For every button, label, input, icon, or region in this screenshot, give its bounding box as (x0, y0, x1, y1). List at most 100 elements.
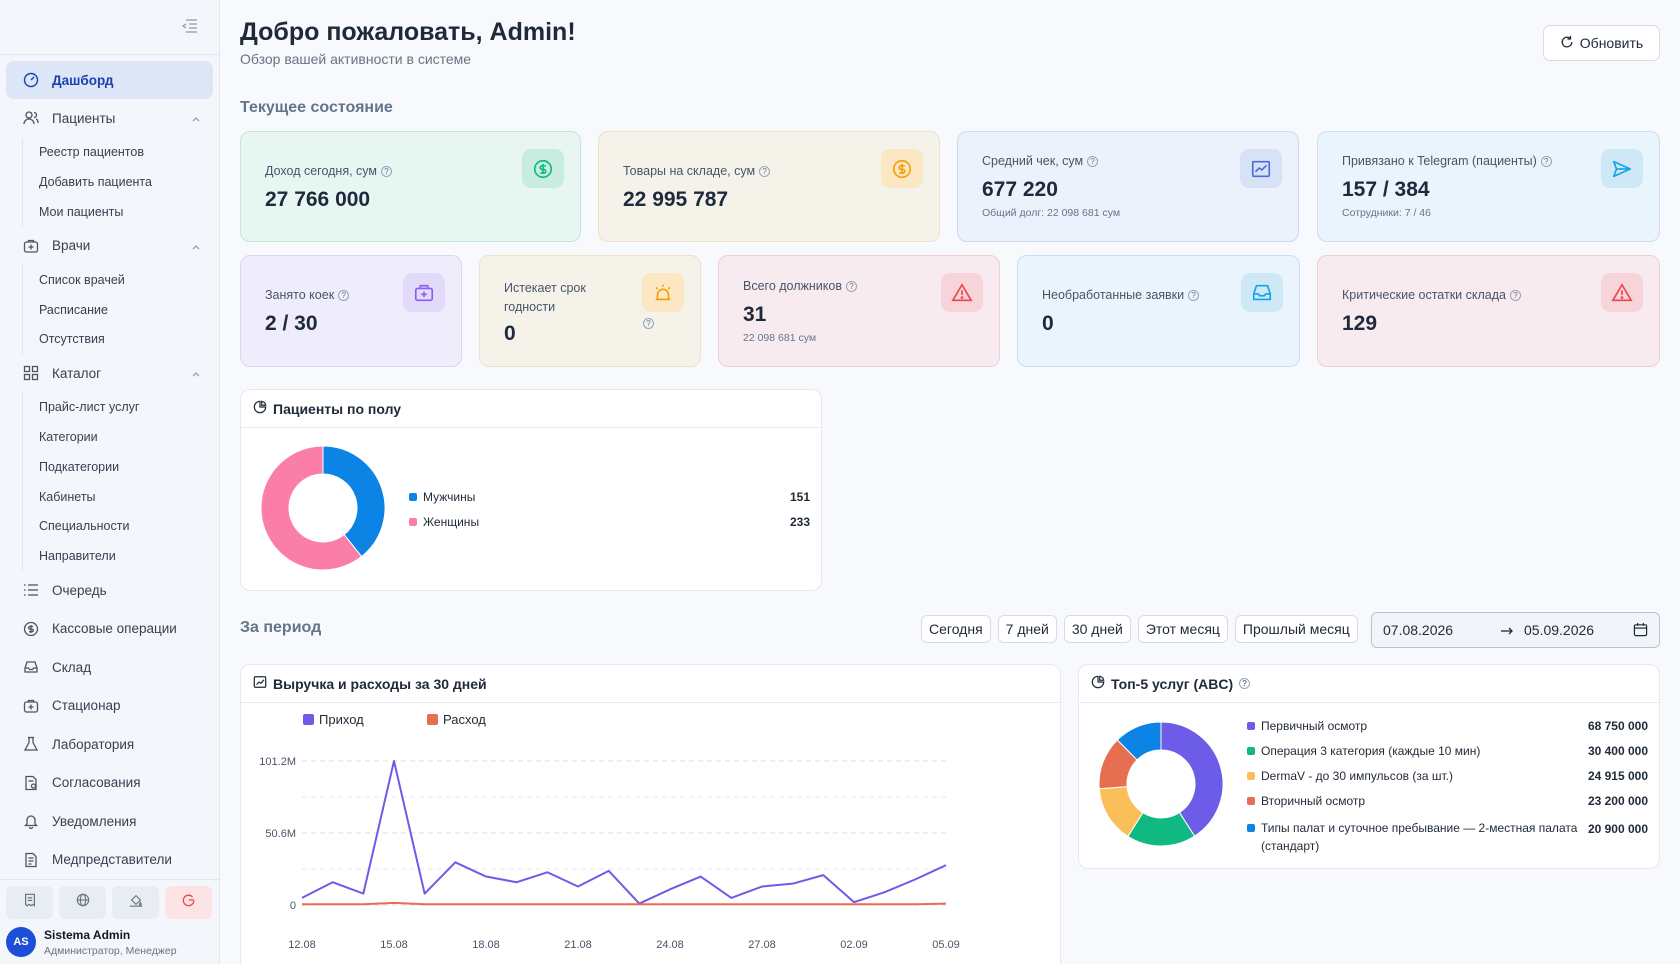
submenu-patient-registry[interactable]: Реестр пациентов (39, 145, 144, 160)
gender-slice-1[interactable] (260, 445, 363, 571)
help-icon[interactable]: ? (1188, 289, 1200, 301)
sidebar-item-warehouse[interactable]: Склад (6, 648, 213, 687)
sidebar-item-notifications[interactable]: Уведомления (6, 802, 213, 841)
submenu-my-patients[interactable]: Мои пациенты (39, 204, 124, 219)
language-button[interactable] (59, 886, 106, 919)
logout-button[interactable] (165, 886, 212, 919)
date-to[interactable]: 05.09.2026 (1524, 622, 1595, 638)
stat-card-debtors: Всего должников? 31 22 098 681 сум (718, 255, 1000, 367)
series-line-expense[interactable] (302, 901, 947, 906)
legend-value: 20 900 000 (1587, 822, 1648, 836)
stat-card-telegram: Привязано к Telegram (пациенты)? 157 / 3… (1317, 131, 1660, 242)
catalog-submenu: Прайс-лист услуг Категории Подкатегории … (22, 392, 213, 571)
submenu-absences[interactable]: Отсутствия (39, 332, 105, 347)
period-7-days-button[interactable]: 7 дней (997, 615, 1057, 643)
stat-card-unprocessed-requests: Необработанные заявки? 0 (1017, 255, 1300, 367)
stat-label: Средний чек, сум? (982, 154, 1099, 168)
x-tick-label: 02.09 (840, 939, 868, 951)
sidebar-item-approvals[interactable]: Согласования (6, 763, 213, 802)
sidebar-item-label: Лаборатория (52, 736, 135, 752)
grid-icon (22, 364, 40, 382)
refresh-icon (1560, 35, 1574, 52)
inbox-icon (22, 658, 40, 676)
panel-header: Пациенты по полу (241, 390, 821, 428)
user-profile[interactable]: AS Sistema Admin Администратор, Менеджер (0, 919, 219, 957)
help-icon[interactable]: ? (759, 165, 771, 177)
theme-button[interactable] (112, 886, 159, 919)
calendar-icon[interactable] (1633, 622, 1648, 640)
submenu-add-patient[interactable]: Добавить пациента (39, 175, 152, 190)
sidebar-item-inpatient[interactable]: Стационар (6, 686, 213, 725)
period-quick-buttons: Сегодня 7 дней 30 дней Этот месяц Прошлы… (921, 615, 1358, 643)
receipt-icon (23, 893, 37, 912)
pie-chart-icon (1091, 675, 1105, 692)
help-icon[interactable]: ? (845, 280, 857, 292)
stat-value: 2 / 30 (265, 312, 318, 335)
help-icon[interactable]: ? (338, 289, 350, 301)
top5-slice-4[interactable] (1116, 721, 1162, 761)
sidebar-item-dashboard[interactable]: Дашборд (6, 61, 213, 99)
submenu-referrers[interactable]: Направители (39, 548, 116, 563)
stat-value: 157 / 384 (1342, 178, 1430, 201)
help-icon[interactable]: ? (1239, 678, 1251, 689)
help-icon[interactable]: ? (1509, 289, 1521, 301)
submenu-specialties[interactable]: Специальности (39, 519, 130, 534)
period-last-month-button[interactable]: Прошлый месяц (1234, 615, 1358, 643)
submenu-subcategories[interactable]: Подкатегории (39, 459, 120, 474)
stat-value: 129 (1342, 312, 1378, 335)
top5-legend-item: Вторичный осмотр (1247, 794, 1365, 808)
stat-card-income-today: Доход сегодня, сум? 27 766 000 (240, 131, 581, 242)
period-30-days-button[interactable]: 30 дней (1063, 615, 1131, 643)
sidebar-item-lab[interactable]: Лаборатория (6, 725, 213, 764)
gender-slice-0[interactable] (322, 445, 386, 558)
submenu-doctor-list[interactable]: Список врачей (39, 272, 125, 287)
stat-value: 22 995 787 (623, 188, 729, 211)
date-range-picker[interactable]: 07.08.2026 05.09.2026 (1371, 612, 1660, 648)
x-tick-label: 18.08 (472, 939, 500, 951)
page-title: Добро пожаловать, Admin! (240, 18, 576, 46)
collapse-sidebar-icon[interactable] (181, 18, 201, 36)
period-today-button[interactable]: Сегодня (921, 615, 991, 643)
legend-label[interactable]: Приход (319, 712, 364, 727)
help-icon[interactable]: ? (1087, 155, 1099, 167)
sidebar-item-doctors[interactable]: Врачи (6, 227, 213, 266)
document-user-icon (22, 851, 40, 869)
help-icon[interactable]: ? (381, 165, 392, 177)
legend-swatch (409, 493, 417, 501)
sidebar-item-cash[interactable]: Кассовые операции (6, 609, 213, 648)
chevron-up-icon (191, 112, 201, 127)
legend-value: 30 400 000 (1587, 744, 1648, 758)
help-icon[interactable]: ? (643, 318, 654, 329)
sidebar-item-catalog[interactable]: Каталог (6, 354, 213, 393)
sidebar-item-med-reps[interactable]: Медпредставители (6, 840, 213, 879)
warning-icon (1601, 273, 1643, 312)
top5-slice-0[interactable] (1160, 721, 1224, 837)
sidebar-item-patients[interactable]: Пациенты (6, 99, 213, 138)
refresh-button[interactable]: Обновить (1543, 25, 1660, 61)
series-line-income[interactable] (301, 760, 947, 905)
sidebar-item-label: Склад (52, 659, 92, 675)
sidebar-item-queue[interactable]: Очередь (6, 571, 213, 610)
x-tick-label: 15.08 (380, 939, 408, 951)
stat-card-expiring: Истекает срок годности? 0 (479, 255, 701, 367)
period-this-month-button[interactable]: Этот месяц (1137, 615, 1228, 643)
date-from[interactable]: 07.08.2026 (1383, 622, 1454, 638)
x-tick-label: 05.09 (932, 939, 960, 951)
help-icon[interactable]: ? (1540, 155, 1552, 167)
sidebar-footer: AS Sistema Admin Администратор, Менеджер (0, 879, 219, 964)
panel-title: Пациенты по полу (273, 400, 402, 417)
user-name: Sistema Admin (44, 927, 131, 942)
paint-bucket-icon (129, 893, 143, 912)
medical-bag-icon (22, 237, 40, 255)
stat-label: Всего должников? (743, 279, 857, 293)
bell-icon (22, 812, 40, 830)
legend-swatch (1247, 722, 1255, 730)
submenu-rooms[interactable]: Кабинеты (39, 489, 96, 504)
submenu-schedule[interactable]: Расписание (39, 302, 108, 317)
submenu-categories[interactable]: Категории (39, 430, 98, 445)
submenu-price-list[interactable]: Прайс-лист услуг (39, 400, 140, 415)
hospital-icon (22, 697, 40, 715)
report-button[interactable] (6, 886, 53, 919)
sidebar-item-label: Кассовые операции (52, 621, 177, 636)
legend-label[interactable]: Расход (443, 712, 486, 727)
